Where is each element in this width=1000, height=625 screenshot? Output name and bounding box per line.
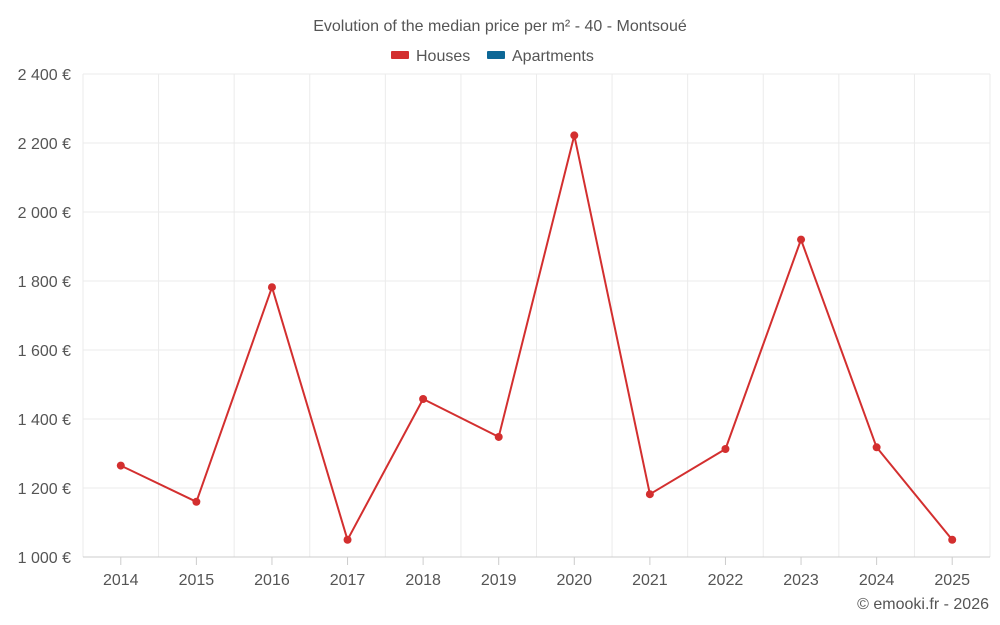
point-houses-2018[interactable]: [419, 394, 428, 403]
legend-label-apartments: Apartments: [512, 48, 594, 65]
x-tick-label-2017: 2017: [330, 572, 366, 589]
legend-swatch-apartments: [487, 51, 505, 59]
y-tick-label: 2 400 €: [18, 67, 71, 84]
point-houses-2024[interactable]: [872, 443, 881, 452]
y-tick-label: 1 800 €: [18, 274, 71, 291]
x-tick-label-2016: 2016: [254, 572, 290, 589]
point-houses-2023[interactable]: [797, 235, 806, 244]
x-tick-label-2014: 2014: [103, 572, 139, 589]
point-houses-2016[interactable]: [267, 283, 276, 292]
series-houses: [116, 131, 957, 544]
axes: 1 000 € 1 200 € 1 400 € 1 600 € 1 800 € 2 000…: [18, 67, 990, 589]
x-tick-label-2015: 2015: [179, 572, 215, 589]
x-tick-label-2020: 2020: [556, 572, 592, 589]
y-tick-label: 2 200 €: [18, 136, 71, 153]
legend-label-houses: Houses: [416, 48, 470, 65]
point-houses-2019[interactable]: [494, 432, 503, 441]
point-houses-2022[interactable]: [721, 445, 730, 454]
credit-text[interactable]: © emooki.fr - 2026: [857, 596, 989, 613]
point-houses-2021[interactable]: [645, 490, 654, 499]
point-houses-2015[interactable]: [192, 497, 201, 506]
y-tick-label: 1 600 €: [18, 343, 71, 360]
y-tick-label: 1 200 €: [18, 481, 71, 498]
grid: [82, 73, 991, 557]
legend-item-houses[interactable]: Houses: [391, 48, 470, 65]
legend-item-apartments[interactable]: Apartments: [487, 48, 594, 65]
x-tick-label-2019: 2019: [481, 572, 517, 589]
point-houses-2017[interactable]: [343, 535, 352, 544]
series-line-houses: [119, 134, 954, 541]
chart-title: Evolution of the median price per m² - 4…: [313, 18, 687, 35]
x-tick-label-2022: 2022: [708, 572, 744, 589]
y-tick-label: 2 000 €: [18, 205, 71, 222]
x-tick-label-2018: 2018: [405, 572, 441, 589]
point-houses-2025[interactable]: [948, 535, 957, 544]
x-tick-label-2025: 2025: [934, 572, 970, 589]
point-houses-2020[interactable]: [570, 131, 579, 140]
legend-swatch-houses: [391, 51, 409, 59]
x-tick-label-2021: 2021: [632, 572, 668, 589]
legend: Houses Apartments: [391, 48, 594, 65]
y-tick-label: 1 000 €: [18, 550, 71, 567]
y-tick-label: 1 400 €: [18, 412, 71, 429]
x-tick-label-2024: 2024: [859, 572, 895, 589]
x-tick-label-2023: 2023: [783, 572, 819, 589]
point-houses-2014[interactable]: [116, 461, 125, 470]
